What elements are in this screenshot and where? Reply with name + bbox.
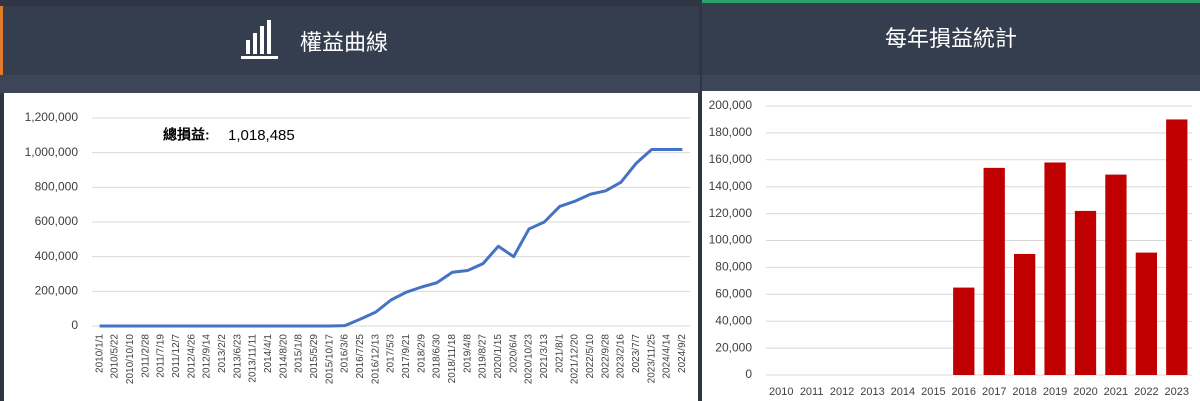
x-tick-label: 2023/2/16 — [616, 334, 627, 379]
bar — [983, 167, 1005, 375]
x-tick-label: 2022 — [1134, 386, 1158, 398]
x-tick-label: 2013/11/11 — [248, 334, 259, 383]
left-plot-bg — [4, 93, 698, 401]
panel-title: 權益曲線 — [300, 30, 388, 55]
y-tick-label: 800,000 — [35, 180, 79, 194]
x-tick-label: 2021/3/13 — [539, 334, 550, 379]
x-tick-label: 2017 — [982, 386, 1006, 398]
bar — [1013, 253, 1036, 375]
x-tick-label: 2015/10/17 — [324, 334, 335, 384]
bar — [1105, 174, 1127, 375]
x-tick-label: 2010/1/1 — [94, 334, 105, 373]
y-tick-label: 120,000 — [709, 206, 753, 220]
x-tick-label: 2019/8/27 — [478, 334, 489, 379]
x-tick-label: 2016/3/6 — [340, 334, 351, 373]
x-tick-label: 2022/9/28 — [600, 334, 611, 379]
left-strip — [0, 75, 700, 93]
y-tick-label: 0 — [745, 367, 752, 381]
x-tick-label: 2018 — [1012, 386, 1036, 398]
bar — [1044, 162, 1066, 375]
x-tick-label: 2011/2/28 — [140, 334, 151, 378]
right-accent — [702, 0, 1200, 3]
x-tick-label: 2011/12/7 — [171, 334, 182, 378]
x-tick-label: 2020/6/4 — [508, 334, 519, 373]
x-tick-label: 2016/12/13 — [370, 334, 381, 384]
x-tick-label: 2020/1/15 — [493, 334, 504, 379]
y-tick-label: 0 — [71, 318, 78, 332]
right-strip — [702, 75, 1200, 91]
y-tick-label: 600,000 — [35, 214, 79, 228]
y-tick-label: 60,000 — [715, 286, 752, 300]
x-tick-label: 2013/6/23 — [232, 334, 243, 379]
x-tick-label: 2022/5/10 — [585, 334, 596, 379]
x-tick-label: 2019/4/8 — [462, 334, 473, 373]
x-tick-label: 2021/12/20 — [570, 334, 581, 384]
x-tick-label: 2010/10/10 — [125, 334, 136, 384]
x-tick-label: 2014/8/20 — [278, 334, 289, 379]
x-tick-label: 2016 — [952, 386, 976, 398]
x-tick-label: 2011 — [800, 386, 824, 398]
x-tick-label: 2015/1/8 — [294, 334, 305, 373]
x-tick-label: 2020 — [1073, 386, 1097, 398]
x-tick-label: 2014/4/1 — [263, 334, 274, 373]
x-tick-label: 2024/4/14 — [662, 334, 673, 379]
annotation-value: 1,018,485 — [228, 127, 295, 144]
x-tick-label: 2013/2/2 — [217, 334, 228, 373]
y-tick-label: 160,000 — [709, 152, 753, 166]
panel-title: 每年損益統計 — [885, 26, 1017, 51]
x-tick-label: 2017/9/21 — [401, 334, 412, 379]
x-tick-label: 2012/9/14 — [202, 334, 213, 379]
y-tick-label: 40,000 — [715, 313, 752, 327]
y-tick-label: 180,000 — [709, 125, 753, 139]
y-tick-label: 200,000 — [709, 98, 753, 112]
annotation-label: 總損益: — [163, 127, 210, 143]
x-tick-label: 2019 — [1043, 386, 1067, 398]
x-tick-label: 2015 — [921, 386, 945, 398]
y-tick-label: 400,000 — [35, 249, 79, 263]
y-tick-label: 1,200,000 — [25, 110, 79, 124]
x-tick-label: 2023/11/25 — [646, 334, 657, 384]
y-tick-label: 80,000 — [715, 260, 752, 274]
right-header — [702, 3, 1200, 75]
y-tick-label: 200,000 — [35, 284, 79, 298]
y-tick-label: 1,000,000 — [25, 145, 79, 159]
x-tick-label: 2015/5/29 — [309, 334, 320, 379]
left-header — [0, 6, 699, 75]
bar — [1074, 210, 1097, 375]
chart-icon — [241, 20, 278, 59]
x-tick-label: 2023 — [1165, 386, 1189, 398]
x-tick-label: 2018/2/9 — [416, 334, 427, 373]
x-tick-label: 2010 — [769, 386, 793, 398]
x-tick-label: 2023/7/7 — [631, 334, 642, 373]
left-accent — [0, 6, 3, 75]
bar — [953, 287, 975, 375]
x-tick-label: 2021 — [1104, 386, 1128, 398]
x-tick-label: 2018/6/30 — [432, 334, 443, 379]
x-tick-label: 2012/4/26 — [186, 334, 197, 379]
y-tick-label: 100,000 — [709, 233, 753, 247]
x-tick-label: 2012 — [830, 386, 854, 398]
x-tick-label: 2016/7/25 — [355, 334, 366, 379]
y-tick-label: 20,000 — [715, 340, 752, 354]
x-tick-label: 2018/11/18 — [447, 334, 458, 384]
x-tick-label: 2021/8/1 — [554, 334, 565, 373]
x-tick-label: 2014 — [891, 386, 915, 398]
equity-line — [99, 147, 683, 328]
x-tick-label: 2010/5/22 — [110, 334, 121, 379]
bar — [1135, 252, 1158, 375]
x-tick-label: 2013 — [860, 386, 884, 398]
x-tick-label: 2011/7/19 — [156, 334, 167, 378]
x-tick-label: 2024/9/2 — [677, 334, 688, 373]
x-tick-label: 2020/10/23 — [524, 334, 535, 384]
y-tick-label: 140,000 — [709, 179, 753, 193]
x-tick-label: 2017/5/3 — [386, 334, 397, 373]
bar — [1166, 119, 1188, 375]
